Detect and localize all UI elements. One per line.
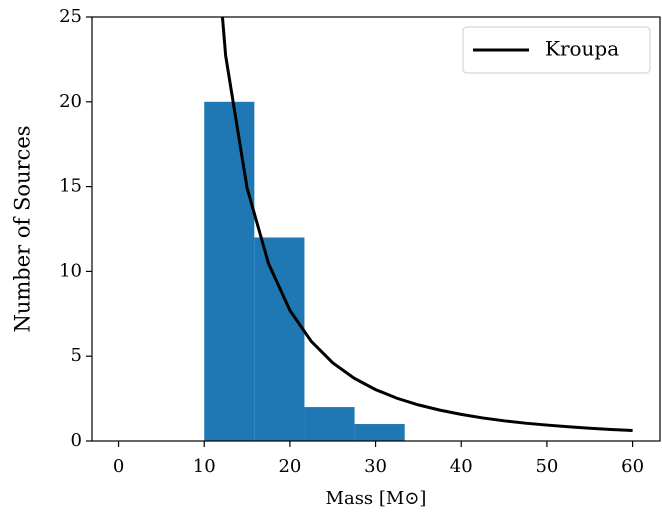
- plot-area: [204, 17, 633, 441]
- x-tick-label: 60: [621, 456, 644, 477]
- x-tick-label: 20: [278, 456, 301, 477]
- plot-frame: [91, 16, 661, 442]
- legend-box: [462, 26, 651, 74]
- line-series: [220, 17, 633, 432]
- histogram-bar: [204, 101, 255, 441]
- x-tick-label: 40: [450, 456, 473, 477]
- y-tick-label: 25: [59, 6, 82, 27]
- x-tick-label: 30: [364, 456, 387, 477]
- y-tick-label: 0: [71, 430, 82, 451]
- x-tick-label: 50: [535, 456, 558, 477]
- x-tick-label: 0: [113, 456, 124, 477]
- y-tick-label: 10: [59, 260, 82, 281]
- y-tick-label: 20: [59, 91, 82, 112]
- legend-label: Kroupa: [545, 37, 619, 61]
- y-axis-label: Number of Sources: [11, 125, 35, 332]
- x-axis-label: Mass [M⊙]: [326, 488, 427, 509]
- histogram-bar: [354, 424, 405, 441]
- y-tick-label: 5: [71, 345, 82, 366]
- histogram-bar: [254, 237, 305, 441]
- x-tick-label: 10: [193, 456, 216, 477]
- y-tick-label: 15: [59, 176, 82, 197]
- histogram-bar: [304, 407, 355, 441]
